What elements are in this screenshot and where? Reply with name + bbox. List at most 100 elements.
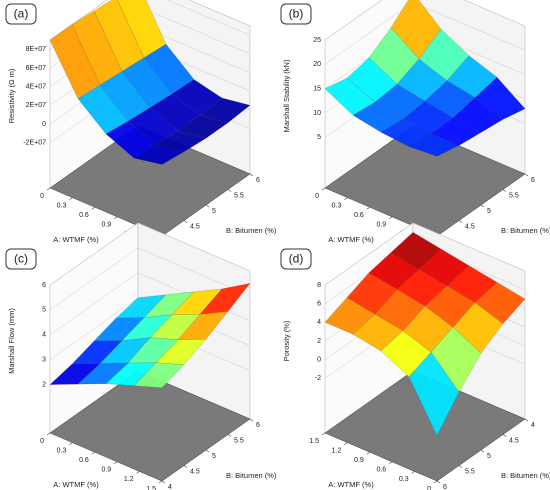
y-axis-label: B: Bitumen (%) [226, 226, 277, 235]
y-tick-label: 6 [256, 177, 260, 184]
z-tick-label: 4E+07 [26, 84, 47, 91]
surface-patch [133, 144, 185, 165]
y-tick-label: 6 [531, 177, 535, 184]
surface-patch [133, 362, 185, 389]
x-tick [366, 206, 370, 210]
x-tick [344, 197, 348, 200]
x-tick [69, 197, 73, 200]
grid-line [49, 247, 251, 311]
x-tick [91, 206, 95, 210]
x-tick [366, 451, 370, 455]
z-tick-label: 4 [317, 319, 321, 326]
y-tick [161, 480, 166, 484]
z-tick-label: 8E+07 [26, 46, 47, 53]
grid-line [324, 222, 526, 286]
y-tick [458, 465, 463, 468]
x-tick-label: 0.3 [332, 202, 342, 209]
y-tick [524, 173, 529, 177]
y-tick-label: 4 [168, 484, 172, 490]
x-tick-label: 0.6 [354, 212, 364, 219]
z-tick-label: 4 [42, 332, 46, 339]
x-tick-label: 0 [40, 193, 44, 200]
x-tick [433, 480, 438, 484]
x-tick-label: 0 [315, 193, 319, 200]
surface-patch [199, 97, 251, 123]
x-tick-label: 0.9 [376, 222, 386, 229]
z-tick-label: 3 [42, 357, 46, 364]
panel-label: (c) [14, 252, 28, 266]
y-tick-label: 6 [256, 422, 260, 429]
y-tick-label: 5.5 [509, 192, 519, 199]
x-tick-label: 0.6 [79, 212, 89, 219]
y-tick-label: 4.5 [509, 437, 519, 444]
x-tick-label: 0.3 [57, 447, 67, 454]
x-tick-label: 0.6 [376, 467, 386, 474]
x-axis-label: A: WTMF (%) [328, 235, 374, 244]
surface-patch [408, 133, 460, 157]
panel-label-box [5, 3, 37, 25]
x-tick-label: 0.6 [79, 457, 89, 464]
panel-label: (d) [289, 252, 304, 266]
panel-label-box [280, 3, 312, 25]
y-tick [249, 418, 254, 422]
y-tick [524, 418, 529, 422]
x-axis-label: A: WTMF (%) [328, 480, 374, 489]
panel-label-box [280, 248, 312, 270]
z-tick-label: 6 [42, 282, 46, 289]
z-tick-label: 15 [313, 86, 321, 93]
y-tick-label: 5 [212, 208, 216, 215]
x-tick [46, 187, 51, 191]
x-tick-label: 0.3 [399, 476, 409, 483]
y-tick [480, 204, 485, 208]
x-axis-label: A: WTMF (%) [53, 235, 99, 244]
y-axis-label: B: Bitumen (%) [501, 226, 550, 235]
x-tick [389, 461, 393, 465]
x-axis-label: A: WTMF (%) [53, 480, 99, 489]
z-tick-label: 5 [42, 307, 46, 314]
x-tick [321, 187, 326, 191]
x-tick-label: 1.2 [332, 447, 342, 454]
y-tick [436, 480, 441, 484]
y-axis-label: B: Bitumen (%) [226, 471, 277, 480]
surface-patch [430, 117, 482, 146]
surface-patch [155, 130, 207, 153]
z-tick-label: 10 [313, 110, 321, 117]
y-tick-label: 5.5 [234, 192, 244, 199]
surface-patch [474, 282, 526, 325]
x-tick [344, 442, 348, 445]
surface-patch [177, 115, 229, 139]
y-tick-label: 4.5 [465, 223, 475, 230]
x-tick-label: 1.5 [146, 486, 156, 490]
z-tick-label: -2 [315, 375, 321, 382]
z-tick-label: 25 [313, 37, 321, 44]
z-tick-label: 6E+07 [26, 65, 47, 72]
panel-label: (a) [14, 7, 29, 21]
y-tick-label: 5 [487, 208, 491, 215]
x-tick [158, 480, 163, 484]
y-tick-label: 6 [443, 484, 447, 490]
surface-patch [408, 351, 460, 437]
y-tick [502, 189, 507, 192]
grid-line [324, 0, 526, 41]
y-tick [502, 434, 507, 437]
panel: 2 3 4 5 6 0 0.3 0.6 0.9 1.2 1.5 4 4.5 5 5.5 6 A: WTMF (%… [5, 222, 277, 490]
x-tick [114, 461, 118, 465]
x-tick-label: 0.3 [57, 202, 67, 209]
y-tick-label: 4.5 [190, 468, 200, 475]
x-tick [136, 471, 140, 474]
y-tick-label: 5.5 [234, 437, 244, 444]
z-axis-label: Resistivity (Ω m) [7, 68, 16, 123]
z-tick-label: -2E+07 [23, 140, 46, 147]
x-tick [91, 451, 95, 455]
x-tick [389, 216, 393, 220]
z-tick-label: 0 [317, 357, 321, 364]
x-tick-label: 0 [40, 438, 44, 445]
y-tick [183, 220, 188, 223]
x-tick-label: 0 [427, 486, 431, 490]
y-tick [458, 220, 463, 223]
z-tick-label: 8 [317, 282, 321, 289]
surface-patch [430, 327, 482, 393]
y-tick [205, 204, 210, 208]
z-axis-label: Marshall Flow (mm) [7, 308, 16, 374]
